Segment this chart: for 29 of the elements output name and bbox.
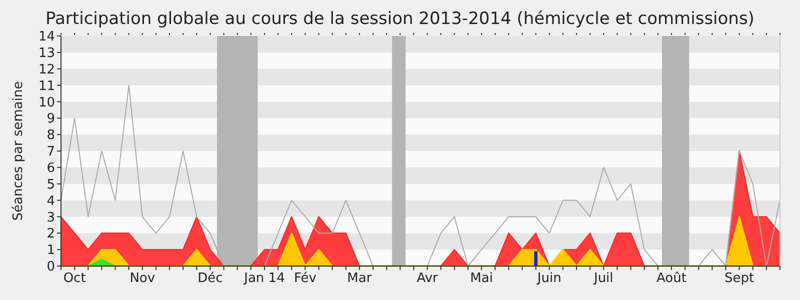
x-tick-label: Nov — [130, 271, 156, 286]
y-tick-label: 8 — [46, 128, 55, 144]
y-tick-label: 6 — [46, 160, 55, 176]
y-tick-label: 5 — [46, 177, 55, 192]
x-tick-label: Déc — [198, 271, 223, 286]
y-tick-label: 4 — [46, 194, 55, 209]
chart-title: Participation globale au cours de la session 2013-2014 (hémicycle et commissions) — [46, 9, 754, 29]
y-tick-label: 11 — [38, 78, 55, 94]
x-tick-label: Fév — [294, 271, 317, 286]
y-tick-label: 7 — [46, 144, 55, 160]
x-tick-label: Août — [656, 271, 686, 286]
x-tick-label: Mar — [347, 271, 372, 286]
y-tick-label: 1 — [46, 243, 55, 258]
x-tick-label: Avr — [416, 271, 439, 286]
y-tick-label: 14 — [38, 30, 55, 45]
x-tick-label: Mai — [470, 271, 493, 286]
y-tick-label: 9 — [46, 112, 55, 127]
y-tick-label: 12 — [38, 62, 55, 78]
x-tick-label: Oct — [63, 271, 86, 286]
x-tick-label: Juil — [592, 271, 614, 286]
y-tick-label: 10 — [38, 95, 55, 110]
y-tick-label: 3 — [46, 210, 55, 226]
x-tick-label: Sept — [724, 271, 754, 286]
y-tick-label: 2 — [46, 226, 55, 242]
y-tick-label: 13 — [38, 46, 55, 61]
x-tick-label: Juin — [536, 271, 562, 286]
y-axis-title: Séances par semaine — [11, 81, 26, 221]
y-tick-label: 0 — [46, 260, 55, 275]
x-tick-label: Jan 14 — [243, 271, 285, 286]
